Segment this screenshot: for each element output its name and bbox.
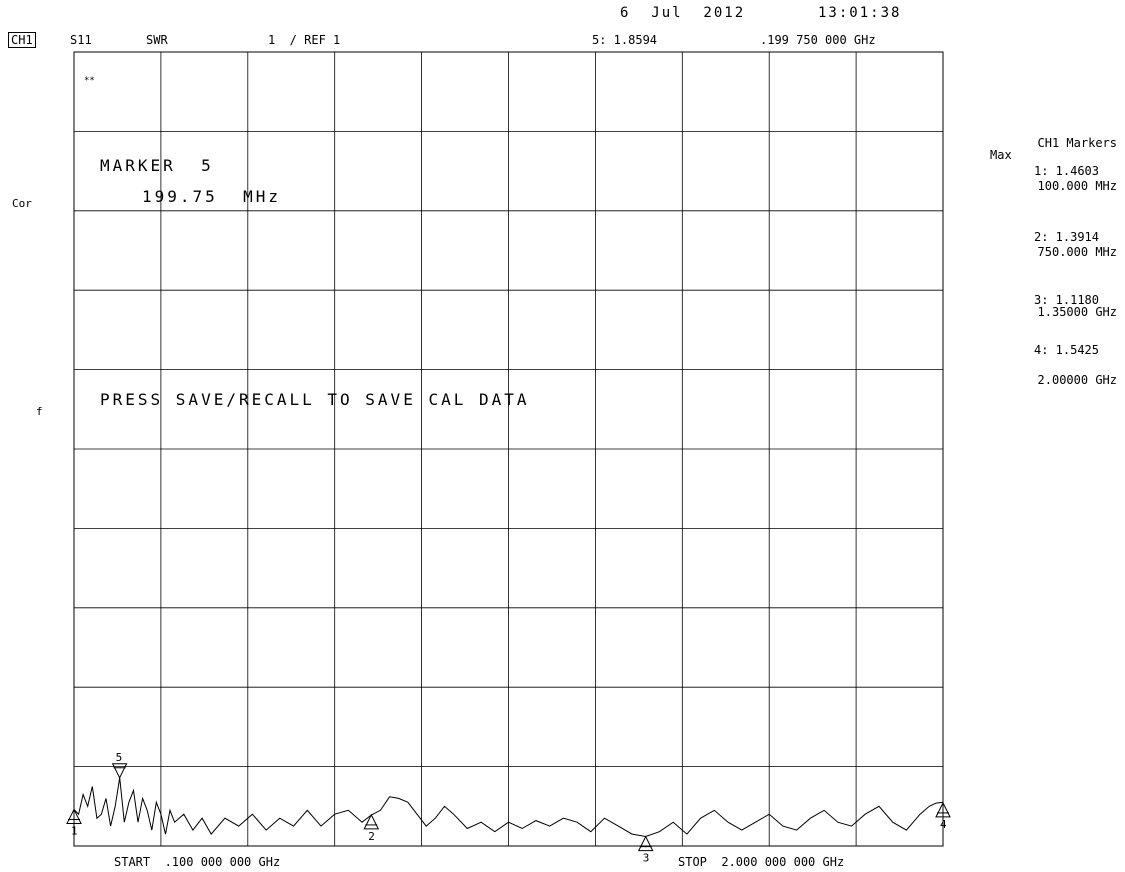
marker-2: 2 <box>363 813 380 843</box>
active-marker-value: 5: 1.8594 <box>592 33 658 47</box>
channel-badge: CH1 <box>8 32 36 48</box>
grid <box>73 51 944 847</box>
marker-number: 5 <box>116 751 123 764</box>
f-label: f <box>36 405 43 418</box>
marker-triangle <box>935 801 951 818</box>
marker-box-title: MARKER 5 <box>100 156 214 175</box>
active-marker-freq: .199 750 000 GHz <box>760 33 876 47</box>
marker-5: 5 <box>111 751 128 779</box>
marker-list-sub: Max <box>990 148 1012 162</box>
marker-1: 1 <box>66 808 82 837</box>
scale-label: 1 / REF 1 <box>268 33 341 47</box>
marker-list-freq-2: 750.000 MHz <box>1037 245 1117 259</box>
marker-list-freq-1: 100.000 MHz <box>1037 179 1117 193</box>
marker-3: 3 <box>637 835 654 865</box>
marker-triangle <box>66 808 82 824</box>
marker-number: 3 <box>643 852 650 865</box>
marker-list-value-1: 1: 1.4603 <box>1033 164 1099 178</box>
start-frequency: START .100 000 000 GHz <box>114 855 281 869</box>
marker-list-freq-4: 2.00000 GHz <box>1037 373 1117 387</box>
correction-label: Cor <box>12 197 32 210</box>
format-label: SWR <box>146 33 168 47</box>
marker-list-title: CH1 Markers <box>1037 136 1117 150</box>
save-message: PRESS SAVE/RECALL TO SAVE CAL DATA <box>100 390 530 409</box>
marker-layer: 1 2 3 4 5 <box>66 751 951 865</box>
marker-list-freq-3: 1.35000 GHz <box>1037 305 1117 319</box>
marker-triangle <box>111 763 128 779</box>
corner-symbol: ** <box>84 76 95 86</box>
date-label: 6 Jul 2012 <box>620 5 746 21</box>
marker-triangle <box>363 813 380 830</box>
marker-box-value: 199.75 MHz <box>142 187 281 206</box>
time-label: 13:01:38 <box>818 5 902 21</box>
param-label: S11 <box>70 33 92 47</box>
marker-number: 4 <box>940 818 947 831</box>
stop-frequency: STOP 2.000 000 000 GHz <box>678 855 845 869</box>
trace-line <box>73 777 944 838</box>
marker-list-value-4: 4: 1.5425 <box>1033 343 1099 357</box>
marker-number: 2 <box>368 830 375 843</box>
marker-list-value-2: 2: 1.3914 <box>1033 230 1099 244</box>
marker-triangle <box>637 835 654 852</box>
marker-list-value-3: 3: 1.1180 <box>1033 293 1099 307</box>
marker-number: 1 <box>71 824 78 837</box>
marker-4: 4 <box>935 801 951 831</box>
